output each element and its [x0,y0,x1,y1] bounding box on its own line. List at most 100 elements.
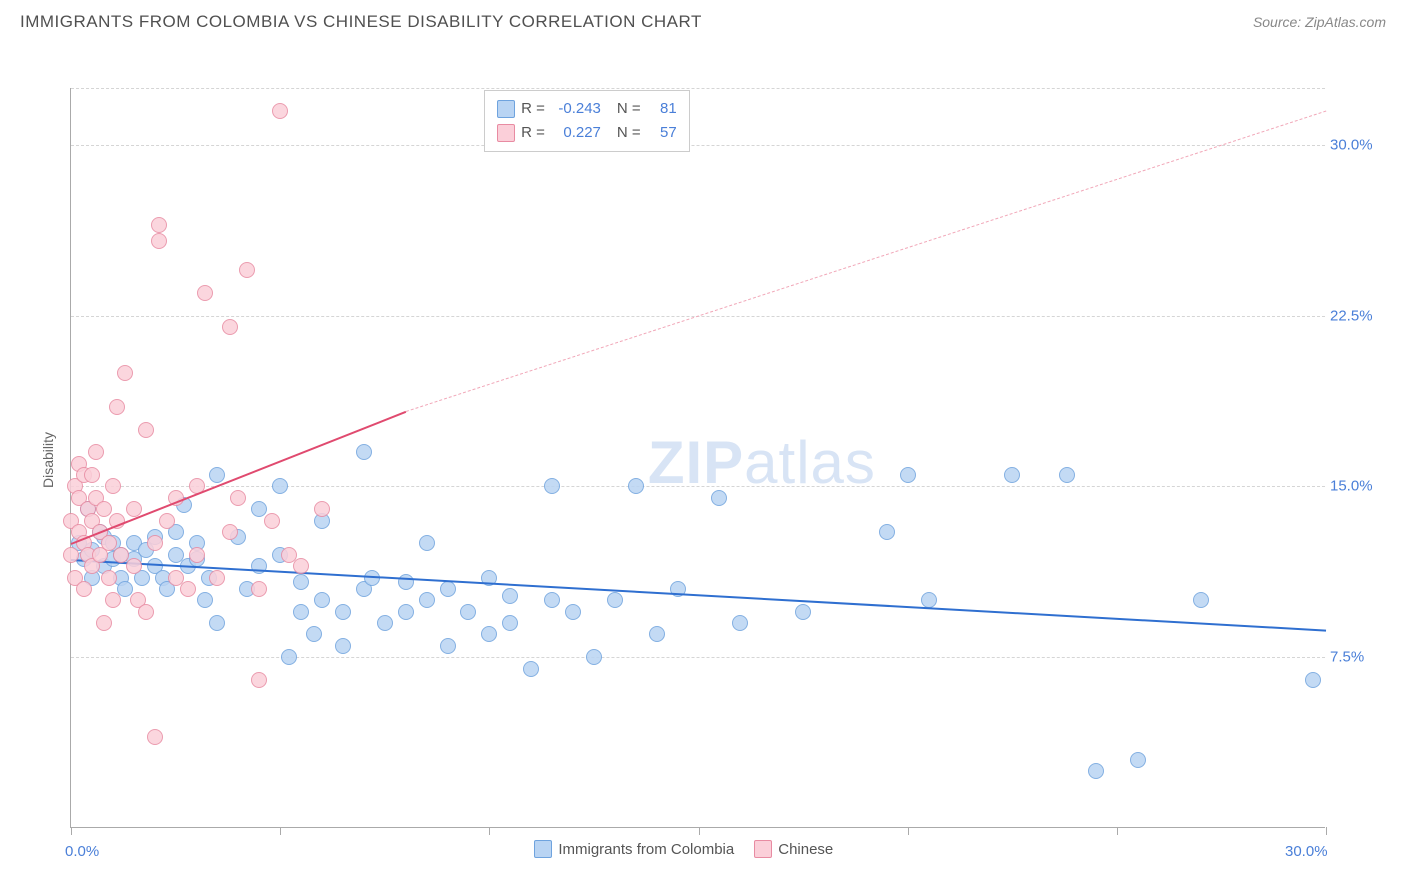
data-point [419,535,435,551]
legend-swatch [497,124,515,142]
data-point [1088,763,1104,779]
data-point [1305,672,1321,688]
data-point [879,524,895,540]
chart-header: IMMIGRANTS FROM COLOMBIA VS CHINESE DISA… [0,0,1406,40]
data-point [264,513,280,529]
data-point [281,649,297,665]
data-point [105,592,121,608]
data-point [377,615,393,631]
trend-line [71,411,406,545]
data-point [419,592,435,608]
data-point [335,604,351,620]
data-point [335,638,351,654]
series-legend: Immigrants from Colombia Chinese [534,840,833,858]
data-point [314,592,330,608]
legend-swatch [534,840,552,858]
legend-row: R =-0.243N =81 [497,97,677,121]
data-point [272,103,288,119]
legend-row: R =0.227 N =57 [497,121,677,145]
plot-area: ZIPatlas 7.5%15.0%22.5%30.0% [70,88,1325,828]
data-point [159,513,175,529]
legend-r-label: R = [521,97,545,121]
y-tick-label: 30.0% [1330,136,1385,153]
data-point [126,558,142,574]
data-point [84,467,100,483]
data-point [900,467,916,483]
data-point [1130,752,1146,768]
data-point [101,570,117,586]
data-point [88,444,104,460]
data-point [117,365,133,381]
x-axis-max-label: 30.0% [1285,843,1328,860]
data-point [209,467,225,483]
trend-line [406,111,1327,413]
data-point [222,319,238,335]
data-point [147,729,163,745]
legend-label: Chinese [778,841,833,858]
data-point [138,422,154,438]
data-point [481,626,497,642]
x-tick [1326,827,1327,835]
data-point [209,615,225,631]
legend-r-value: 0.227 [551,121,601,145]
x-tick [699,827,700,835]
data-point [239,262,255,278]
data-point [398,574,414,590]
gridline [71,88,1325,89]
data-point [105,478,121,494]
x-axis-min-label: 0.0% [65,843,99,860]
legend-n-value: 81 [647,97,677,121]
data-point [711,490,727,506]
data-point [272,478,288,494]
gridline [71,657,1325,658]
data-point [523,661,539,677]
data-point [607,592,623,608]
data-point [147,535,163,551]
data-point [209,570,225,586]
data-point [544,592,560,608]
legend-r-label: R = [521,121,545,145]
data-point [795,604,811,620]
y-tick-label: 7.5% [1330,649,1385,666]
chart-title: IMMIGRANTS FROM COLOMBIA VS CHINESE DISA… [20,12,702,32]
legend-n-label: N = [617,97,641,121]
legend-swatch [754,840,772,858]
data-point [628,478,644,494]
data-point [732,615,748,631]
data-point [109,399,125,415]
data-point [222,524,238,540]
correlation-legend: R =-0.243N =81R =0.227 N =57 [484,90,690,152]
data-point [197,285,213,301]
y-axis-title: Disability [40,432,56,488]
data-point [440,581,456,597]
chart-source: Source: ZipAtlas.com [1253,14,1386,30]
data-point [96,615,112,631]
x-tick [1117,827,1118,835]
data-point [1193,592,1209,608]
y-tick-label: 15.0% [1330,478,1385,495]
x-tick [280,827,281,835]
x-tick [908,827,909,835]
data-point [356,444,372,460]
legend-n-label: N = [617,121,641,145]
data-point [197,592,213,608]
data-point [138,604,154,620]
data-point [230,490,246,506]
gridline [71,486,1325,487]
data-point [649,626,665,642]
legend-item: Immigrants from Colombia [534,840,734,858]
data-point [921,592,937,608]
data-point [398,604,414,620]
data-point [293,574,309,590]
data-point [314,501,330,517]
x-tick [489,827,490,835]
data-point [306,626,322,642]
data-point [544,478,560,494]
legend-item: Chinese [754,840,833,858]
legend-n-value: 57 [647,121,677,145]
y-tick-label: 22.5% [1330,307,1385,324]
data-point [180,581,196,597]
data-point [189,547,205,563]
x-tick [71,827,72,835]
data-point [460,604,476,620]
